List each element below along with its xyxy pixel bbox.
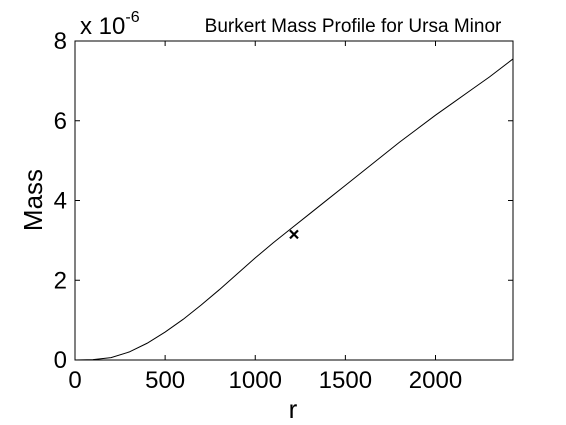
mass-profile-line: [74, 58, 514, 361]
y-tick-label: 2: [54, 267, 67, 294]
y-tick-label: 0: [54, 347, 67, 374]
y-axis-multiplier-exponent: -6: [125, 9, 139, 26]
y-tick-label: 6: [54, 108, 67, 135]
y-axis-multiplier-base: x 10: [80, 13, 125, 40]
x-tick-label: 500: [145, 367, 185, 394]
x-tick-label: 1500: [319, 367, 372, 394]
chart-title: Burkert Mass Profile for Ursa Minor: [205, 16, 502, 37]
x-tick-label: 0: [68, 367, 81, 394]
plot-area-frame: [74, 40, 514, 361]
x-tick-label: 1000: [229, 367, 282, 394]
y-axis-multiplier: x 10-6: [80, 9, 140, 40]
x-tick-label: 2000: [409, 367, 462, 394]
data-marker-x-stroke-b: [289, 229, 299, 240]
y-axis-label: Mass: [18, 169, 48, 231]
y-tick-label: 4: [54, 188, 67, 215]
y-tick-label: 8: [54, 28, 67, 55]
x-axis-label: r: [289, 394, 298, 424]
